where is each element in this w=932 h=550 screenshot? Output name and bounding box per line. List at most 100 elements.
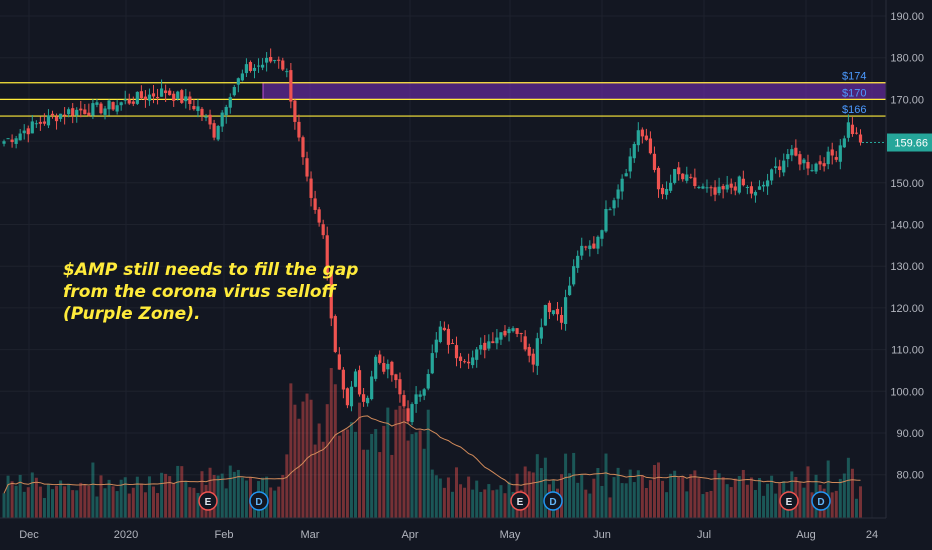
- candle-body: [180, 90, 184, 103]
- volume-bar: [75, 490, 79, 518]
- candle-body: [774, 166, 778, 168]
- volume-bar: [523, 466, 527, 518]
- volume-bar: [745, 484, 749, 518]
- candle-body: [842, 138, 846, 148]
- candle-body: [196, 106, 200, 112]
- volume-bar: [394, 409, 398, 518]
- candle-body: [551, 310, 556, 315]
- event-badge-label: E: [517, 497, 524, 508]
- candle-body: [757, 186, 762, 190]
- price-tick-label: 130.00: [890, 261, 924, 273]
- candle-body: [34, 123, 38, 125]
- candle-body: [693, 177, 697, 187]
- candle-body: [200, 108, 204, 116]
- volume-bar: [168, 476, 172, 518]
- dividend-badge[interactable]: D: [249, 491, 269, 511]
- candle-body: [172, 93, 176, 101]
- earnings-badge[interactable]: E: [779, 491, 799, 511]
- time-tick-label: May: [500, 529, 521, 541]
- volume-bar: [345, 429, 349, 518]
- volume-bar: [59, 480, 63, 518]
- candle-body: [426, 374, 430, 389]
- volume-bar: [418, 430, 422, 518]
- volume-bar: [802, 487, 806, 518]
- dividend-badge[interactable]: D: [543, 491, 563, 511]
- candle-body: [790, 149, 794, 156]
- level-label: $166: [842, 104, 866, 116]
- volume-bar: [119, 479, 123, 518]
- volume-bar: [71, 490, 75, 518]
- last-price-badge: [887, 133, 932, 152]
- candle-body: [232, 87, 236, 96]
- volume-bar: [398, 405, 402, 518]
- volume-bar: [240, 477, 244, 518]
- candle-body: [749, 186, 754, 194]
- candle-body: [301, 137, 305, 158]
- candle-body: [592, 243, 596, 249]
- volume-bar: [95, 496, 99, 518]
- volume-bar: [810, 492, 814, 518]
- candle-body: [75, 109, 79, 116]
- candle-body: [434, 339, 438, 353]
- price-tick-label: 100.00: [890, 386, 924, 398]
- volume-bar: [51, 489, 54, 518]
- candle-body: [357, 370, 362, 395]
- candle-body: [224, 106, 228, 116]
- volume-bar: [103, 488, 107, 518]
- volume-bar: [648, 480, 652, 518]
- candle-body: [184, 96, 188, 102]
- volume-bar: [358, 402, 362, 518]
- candle-body: [83, 109, 87, 115]
- volume-bar: [729, 487, 733, 518]
- candles: [2, 48, 863, 426]
- candle-body: [479, 345, 483, 350]
- candle-body: [111, 102, 115, 110]
- candle-body: [620, 178, 624, 192]
- candle-body: [164, 90, 168, 94]
- candle-body: [95, 102, 99, 105]
- volume-bar: [22, 491, 26, 518]
- volume-bar: [830, 492, 834, 518]
- time-tick-label: Dec: [19, 529, 39, 541]
- volume-bar: [644, 487, 648, 518]
- candle-body: [236, 78, 240, 85]
- volume-bar: [99, 475, 103, 518]
- volume-bar: [600, 485, 604, 518]
- volume-bar: [838, 478, 842, 518]
- candle-body: [539, 327, 543, 339]
- volume-bar: [79, 482, 83, 518]
- time-tick-label: 24: [866, 529, 878, 541]
- candle-body: [192, 105, 196, 110]
- volume-bar: [422, 448, 426, 518]
- candle-body: [285, 71, 289, 73]
- volume-bar: [362, 449, 366, 518]
- volume-bar: [657, 462, 660, 518]
- candle-body: [802, 159, 806, 164]
- volume-bar: [188, 487, 192, 518]
- candle-body: [277, 59, 281, 61]
- volume-bar: [685, 491, 689, 518]
- volume-bar: [293, 404, 297, 518]
- earnings-badge[interactable]: E: [510, 491, 530, 511]
- volume-bar: [491, 490, 495, 518]
- candle-body: [632, 143, 636, 159]
- volume-bar: [673, 470, 677, 518]
- volume-bar: [479, 491, 483, 518]
- price-tick-label: 80.00: [896, 470, 924, 482]
- volume-bar: [677, 477, 681, 518]
- volume-bar: [321, 441, 325, 518]
- candle-body: [600, 230, 604, 239]
- volume-bar: [164, 473, 168, 518]
- price-tick-label: 110.00: [891, 345, 924, 357]
- price-tick-label: 170.00: [890, 94, 924, 106]
- volume-bar: [770, 475, 774, 518]
- candle-body: [669, 182, 673, 191]
- candle-body: [572, 266, 576, 285]
- candle-body: [204, 116, 208, 118]
- volume-bar: [608, 497, 612, 518]
- dividend-badge[interactable]: D: [811, 491, 831, 511]
- candle-body: [636, 130, 640, 146]
- candle-body: [127, 99, 131, 104]
- earnings-badge[interactable]: E: [198, 491, 218, 511]
